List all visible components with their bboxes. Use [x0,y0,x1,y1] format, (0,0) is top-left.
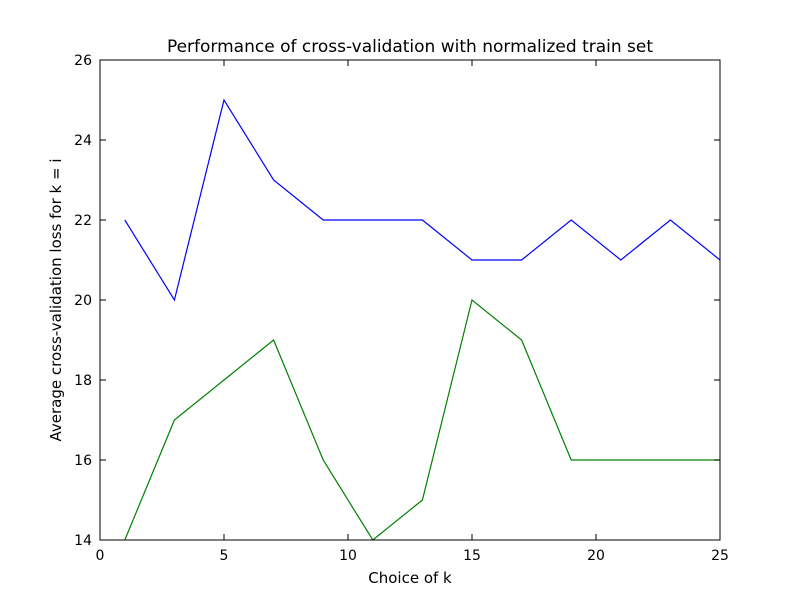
y-tick-label: 14 [74,533,92,549]
x-axis-label: Choice of k [368,569,452,587]
chart-title: Performance of cross-validation with nor… [167,37,653,57]
x-tick-label: 15 [463,548,481,564]
x-tick-label: 0 [96,548,105,564]
y-tick-label: 24 [74,133,92,149]
y-axis-label: Average cross-validation loss for k = i [47,159,65,442]
y-tick-label: 26 [74,53,92,69]
x-tick-label: 20 [587,548,605,564]
y-tick-label: 18 [74,373,92,389]
plot-area [124,98,721,541]
x-tick-label: 5 [220,548,229,564]
x-tick-label: 25 [711,548,729,564]
y-tick-label: 16 [74,453,92,469]
axis-ticks: 0 5 10 15 20 25 14 16 18 20 22 24 26 [74,53,729,564]
y-tick-label: 20 [74,293,92,309]
x-tick-label: 10 [339,548,357,564]
y-tick-label: 22 [74,213,92,229]
